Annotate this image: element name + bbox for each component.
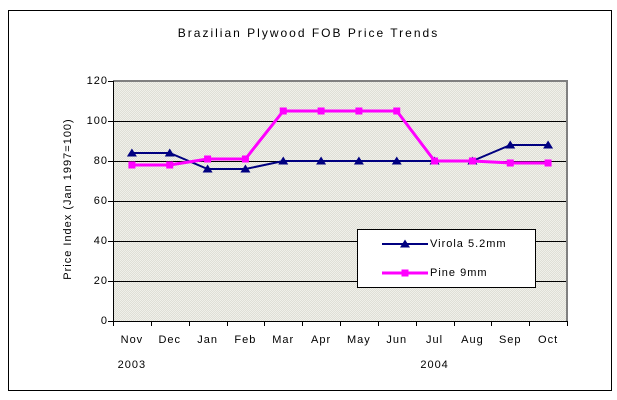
square-marker-icon bbox=[128, 161, 136, 169]
square-marker-icon bbox=[241, 155, 249, 163]
x-category-label: Mar bbox=[272, 334, 295, 346]
y-tick-label: 40 bbox=[93, 235, 108, 247]
y-tick-label: 0 bbox=[100, 315, 108, 327]
triangle-marker-icon bbox=[202, 164, 213, 173]
triangle-marker-icon bbox=[278, 156, 289, 165]
series-line-pine-9mm bbox=[131, 109, 549, 167]
legend-key-triangle-icon bbox=[382, 239, 428, 248]
x-year-label: 2004 bbox=[420, 359, 449, 371]
y-tick-label: 60 bbox=[93, 195, 108, 207]
square-marker-icon bbox=[401, 269, 409, 277]
triangle-marker-icon bbox=[126, 148, 137, 157]
triangle-marker-icon bbox=[164, 148, 175, 157]
triangle-marker-icon bbox=[240, 164, 251, 173]
legend: Virola 5.2mm Pine 9mm bbox=[357, 229, 536, 288]
square-marker-icon bbox=[355, 107, 363, 115]
x-category-label: May bbox=[347, 334, 371, 346]
square-marker-icon bbox=[468, 157, 476, 165]
y-tick-label: 20 bbox=[93, 275, 108, 287]
triangle-marker-icon bbox=[505, 140, 516, 149]
square-marker-icon bbox=[166, 161, 174, 169]
x-category-label: Aug bbox=[461, 334, 484, 346]
x-category-label: Apr bbox=[311, 334, 332, 346]
y-tick-label: 100 bbox=[86, 115, 108, 127]
x-category-label: Jan bbox=[197, 334, 218, 346]
square-marker-icon bbox=[431, 157, 439, 165]
x-category-label: Jun bbox=[386, 334, 408, 346]
triangle-marker-icon bbox=[316, 156, 327, 165]
x-category-label: Oct bbox=[538, 334, 559, 346]
legend-item: Pine 9mm bbox=[382, 267, 535, 279]
legend-key-square-icon bbox=[382, 269, 428, 277]
x-year-label: 2003 bbox=[117, 359, 147, 371]
x-category-label: Dec bbox=[158, 334, 182, 346]
triangle-marker-icon bbox=[391, 156, 402, 165]
square-marker-icon bbox=[279, 107, 287, 115]
square-marker-icon bbox=[317, 107, 325, 115]
square-marker-icon bbox=[393, 107, 401, 115]
square-marker-icon bbox=[204, 155, 212, 163]
series-line-virola-5-2mm bbox=[131, 144, 549, 170]
y-tick-label: 120 bbox=[86, 75, 108, 87]
triangle-marker-icon bbox=[400, 239, 410, 248]
legend-label: Virola 5.2mm bbox=[430, 238, 507, 251]
x-category-label: Feb bbox=[234, 334, 257, 346]
x-category-label: Jul bbox=[426, 334, 444, 346]
chart-title: Brazilian Plywood FOB Price Trends bbox=[177, 26, 440, 40]
square-marker-icon bbox=[506, 159, 514, 167]
square-marker-icon bbox=[544, 159, 552, 167]
triangle-marker-icon bbox=[353, 156, 364, 165]
triangle-marker-icon bbox=[543, 140, 554, 149]
legend-item: Virola 5.2mm bbox=[382, 238, 535, 250]
figure-border bbox=[8, 10, 612, 391]
y-tick-label: 80 bbox=[93, 155, 108, 167]
x-category-label: Nov bbox=[120, 334, 144, 346]
legend-label: Pine 9mm bbox=[430, 266, 488, 279]
x-category-label: Sep bbox=[498, 334, 522, 346]
